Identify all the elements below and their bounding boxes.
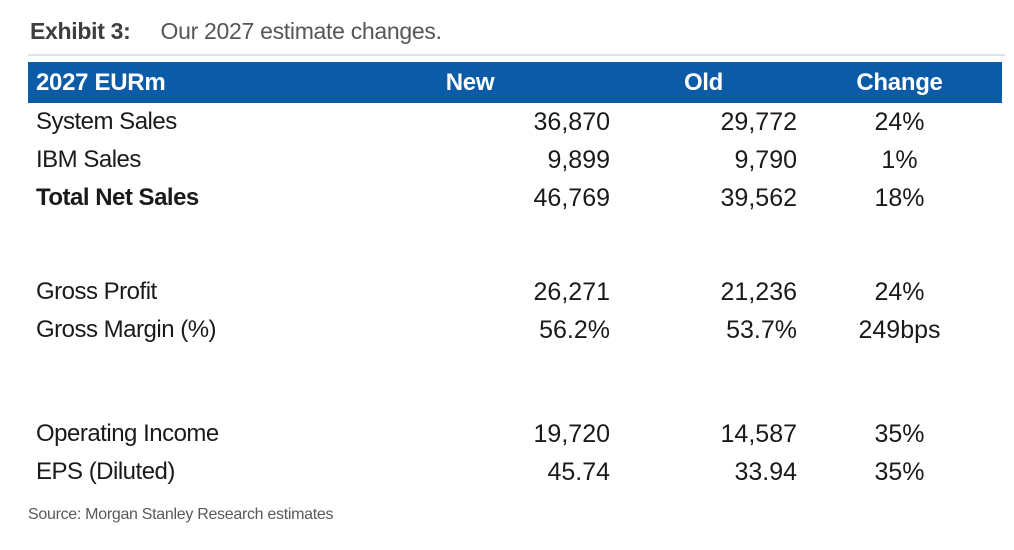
title-divider-rule: [28, 54, 1005, 56]
table-header-row: 2027 EURm New Old Change: [28, 62, 1002, 103]
row-change-cell: 24%: [874, 107, 925, 136]
spacer-cell: [28, 217, 1002, 273]
row-change-cell: 249bps: [858, 315, 941, 344]
row-label-cell: IBM Sales: [36, 146, 141, 173]
column-header-old: Old: [610, 62, 797, 103]
spacer-row: [28, 217, 1002, 273]
table-row: IBM Sales 9,899 9,790 1%: [28, 141, 1002, 179]
row-new-cell: 36,870: [533, 107, 610, 136]
row-old-cell: 14,587: [720, 419, 797, 448]
row-change-cell: 18%: [874, 183, 925, 212]
row-new-cell: 56.2%: [539, 315, 610, 344]
row-change-cell: 35%: [874, 457, 925, 486]
column-header-change: Change: [797, 62, 1002, 103]
column-header-new: New: [330, 62, 610, 103]
table-row: EPS (Diluted) 45.74 33.94 35%: [28, 453, 1002, 491]
table-row: Total Net Sales 46,769 39,562 18%: [28, 179, 1002, 217]
spacer-cell: [28, 349, 1002, 415]
row-new-cell: 45.74: [547, 457, 610, 486]
table-row: Gross Margin (%) 56.2% 53.7% 249bps: [28, 311, 1002, 349]
row-change-cell: 24%: [874, 277, 925, 306]
exhibit-number-label: Exhibit 3:: [30, 18, 131, 44]
row-new-cell: 19,720: [533, 419, 610, 448]
row-new-cell: 26,271: [533, 277, 610, 306]
row-old-cell: 39,562: [720, 183, 797, 212]
row-label-cell: Gross Profit: [36, 278, 157, 305]
table-row: Operating Income 19,720 14,587 35%: [28, 415, 1002, 453]
row-label-cell: Operating Income: [36, 420, 219, 447]
row-old-cell: 53.7%: [726, 315, 797, 344]
table-row: Gross Profit 26,271 21,236 24%: [28, 273, 1002, 311]
estimate-changes-table: 2027 EURm New Old Change System Sales 36…: [28, 62, 1002, 491]
source-note: Source: Morgan Stanley Research estimate…: [28, 506, 334, 523]
row-old-cell: 33.94: [734, 457, 797, 486]
table-body: System Sales 36,870 29,772 24% IBM Sales…: [28, 103, 1002, 491]
row-label-cell: System Sales: [36, 108, 177, 135]
row-new-cell: 46,769: [533, 183, 610, 212]
spacer-row: [28, 349, 1002, 415]
row-label-cell: Total Net Sales: [36, 184, 199, 211]
row-label-cell: EPS (Diluted): [36, 458, 175, 485]
row-new-cell: 9,899: [547, 145, 610, 174]
table-row: System Sales 36,870 29,772 24%: [28, 103, 1002, 141]
row-label-cell: Gross Margin (%): [36, 316, 217, 343]
row-old-cell: 9,790: [734, 145, 797, 174]
column-header-metric: 2027 EURm: [28, 62, 330, 103]
row-old-cell: 21,236: [720, 277, 797, 306]
exhibit-title: Exhibit 3: Our 2027 estimate changes.: [30, 18, 442, 44]
row-old-cell: 29,772: [720, 107, 797, 136]
exhibit-caption: Our 2027 estimate changes.: [160, 18, 442, 44]
table-header: 2027 EURm New Old Change: [28, 62, 1002, 103]
row-change-cell: 1%: [881, 145, 918, 174]
row-change-cell: 35%: [874, 419, 925, 448]
